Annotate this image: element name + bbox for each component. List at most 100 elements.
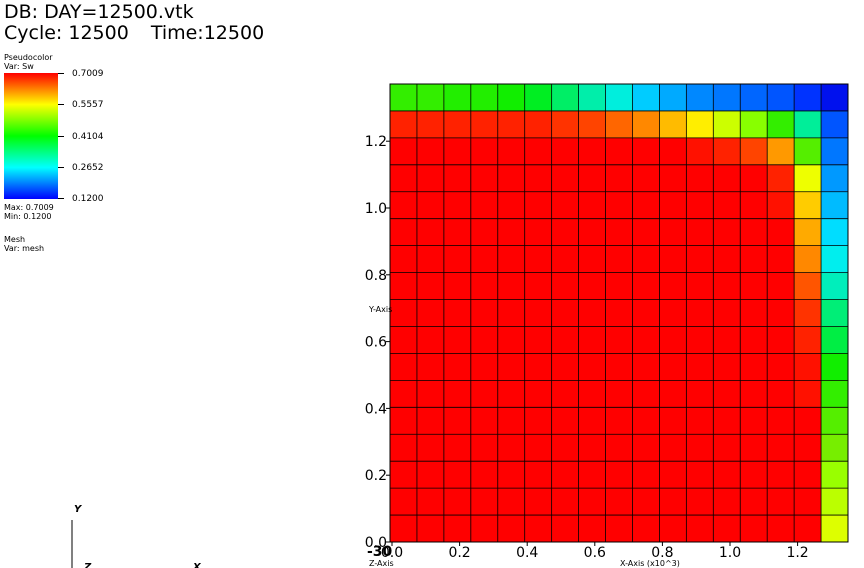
mesh-cell — [821, 326, 849, 354]
mesh-cell — [713, 434, 741, 462]
mesh-cell — [713, 218, 741, 247]
mesh-cell — [416, 84, 445, 112]
mesh-cell — [686, 326, 714, 354]
mesh-cell — [578, 488, 607, 516]
mesh-cell — [524, 164, 553, 193]
mesh-cell — [821, 461, 849, 489]
mesh-cell — [416, 299, 445, 327]
mesh-cell — [794, 434, 822, 462]
mesh-cell — [390, 84, 418, 112]
axes-triad: Y Z X — [71, 504, 202, 568]
mesh-cell — [821, 218, 849, 247]
mesh-cell — [551, 353, 580, 381]
mesh-cell — [578, 326, 607, 354]
mesh-cell — [497, 407, 526, 435]
mesh-cell — [524, 407, 553, 435]
mesh-cell — [713, 137, 741, 166]
mesh-cell — [686, 137, 714, 166]
mesh-cell — [659, 299, 687, 327]
mesh-cell — [551, 110, 580, 139]
mesh-cell — [390, 515, 418, 543]
colorbar-tick — [58, 104, 64, 105]
mesh-cell — [470, 515, 499, 543]
mesh-cell — [794, 488, 822, 516]
mesh-cell — [470, 488, 499, 516]
mesh-cell — [821, 434, 849, 462]
mesh-cell — [443, 164, 472, 193]
mesh-cell — [416, 407, 445, 435]
y-axis-ticks: 0.0 0.2 0.4 0.6 0.8 1.0 1.2 — [365, 134, 390, 551]
mesh-cell — [470, 191, 499, 220]
mesh-cell — [551, 245, 580, 274]
mesh-cell — [740, 488, 768, 516]
mesh-cell — [632, 84, 660, 112]
mesh-cell — [632, 164, 660, 193]
plot-frame — [389, 83, 849, 543]
mesh-cell — [497, 245, 526, 274]
mesh-cell — [524, 461, 553, 489]
mesh-cell — [740, 191, 768, 220]
y-tick-label: 0.8 — [365, 268, 387, 284]
mesh-cell — [659, 110, 687, 139]
mesh-cell — [632, 434, 660, 462]
mesh-cell — [524, 137, 553, 166]
mesh-cell — [740, 164, 768, 193]
mesh-cell — [497, 191, 526, 220]
mesh-cell — [470, 164, 499, 193]
mesh-cell — [740, 218, 768, 247]
mesh-cell — [551, 299, 580, 327]
mesh-cell — [713, 407, 741, 435]
mesh-cell — [740, 407, 768, 435]
mesh-cell — [632, 137, 660, 166]
y-tick-label: 0.2 — [365, 468, 387, 484]
mesh-cell — [524, 110, 553, 139]
mesh-cell — [416, 434, 445, 462]
y-tick-label: 0.0 — [365, 535, 387, 551]
mesh-cell — [632, 272, 660, 301]
mesh-cell — [767, 218, 795, 247]
mesh-cell — [470, 84, 499, 112]
mesh-cell — [686, 272, 714, 301]
mesh-cell — [605, 110, 633, 139]
mesh-cell — [390, 110, 418, 139]
mesh-cell — [632, 407, 660, 435]
mesh-cell — [713, 245, 741, 274]
mesh-cell — [443, 84, 472, 112]
mesh-cell — [524, 353, 553, 381]
mesh-cell — [551, 272, 580, 301]
mesh-cell — [605, 488, 633, 516]
mesh-cell — [470, 353, 499, 381]
mesh-cell — [578, 84, 607, 112]
mesh-cell — [632, 191, 660, 220]
mesh-cell — [686, 164, 714, 193]
mesh-cell — [416, 326, 445, 354]
pseudocolor-cells — [390, 84, 849, 543]
mesh-cell — [470, 137, 499, 166]
mesh-cell — [578, 191, 607, 220]
x-tick-label: 0.8 — [651, 545, 673, 561]
mesh-cell — [686, 407, 714, 435]
mesh-cell — [686, 191, 714, 220]
y-axis-title: Y-Axis — [368, 305, 392, 314]
mesh-cell — [794, 299, 822, 327]
mesh-cell — [713, 488, 741, 516]
mesh-cell — [551, 407, 580, 435]
mesh-cell — [659, 218, 687, 247]
mesh-cell — [659, 245, 687, 274]
mesh-cell — [821, 137, 849, 166]
mesh-cell — [578, 218, 607, 247]
mesh-cell — [794, 245, 822, 274]
mesh-cell — [416, 218, 445, 247]
mesh-cell — [794, 84, 822, 112]
x-axis-title: X-Axis (x10^3) — [620, 559, 680, 568]
mesh-cell — [443, 137, 472, 166]
mesh-cell — [390, 461, 418, 489]
mesh-cell — [821, 353, 849, 381]
mesh-cell — [686, 380, 714, 408]
mesh-cell — [470, 326, 499, 354]
mesh-cell — [605, 515, 633, 543]
mesh-cell — [497, 137, 526, 166]
mesh-cell — [794, 407, 822, 435]
mesh-cell — [659, 515, 687, 543]
mesh-cell — [416, 164, 445, 193]
